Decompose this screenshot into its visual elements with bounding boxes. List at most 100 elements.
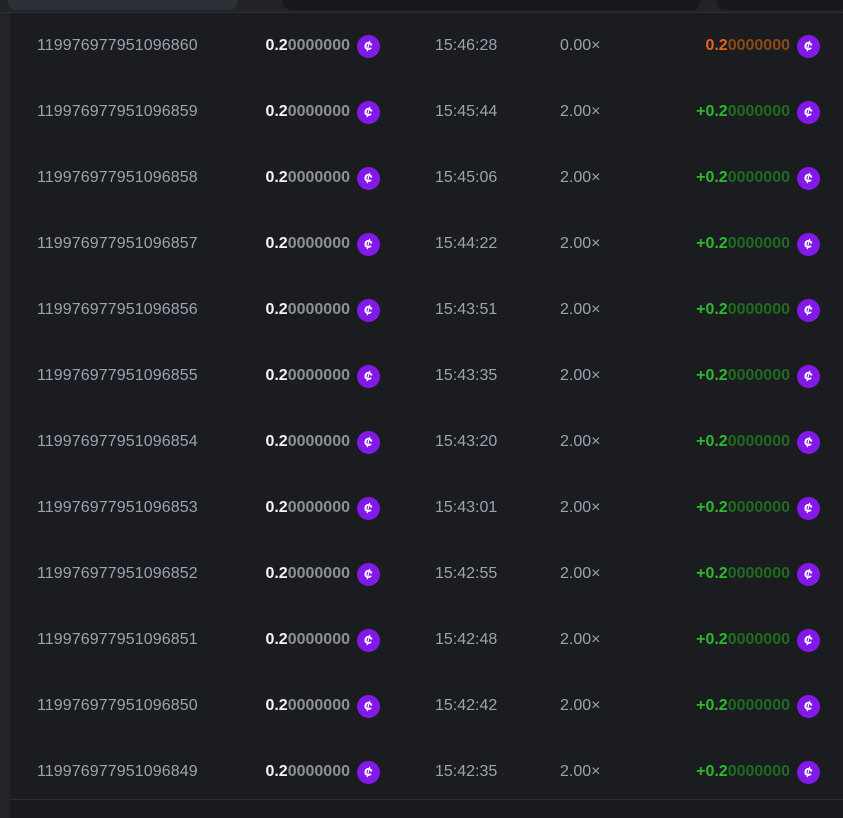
bet-amount: 0.2 0000000 ¢ <box>222 232 380 256</box>
toolbar-button[interactable] <box>8 0 237 10</box>
bet-payout-zeros: 0000000 <box>727 499 790 516</box>
bet-payout-zeros: 0000000 <box>727 697 790 714</box>
stake-cash-coin-icon: ¢ <box>357 364 380 388</box>
bet-multiplier: 2.00× <box>560 763 601 780</box>
bet-time: 15:42:42 <box>435 697 498 714</box>
bets-table-body: 119976977951096860 0.2 0000000 ¢ 15:46:28… <box>10 13 843 805</box>
bet-amount-main: 0.2 <box>265 367 288 384</box>
bet-payout-main: +0.2 <box>696 367 728 384</box>
bet-payout-zeros: 0000000 <box>727 235 790 252</box>
bet-time: 15:44:22 <box>435 235 498 252</box>
table-row[interactable]: 119976977951096857 0.2 0000000 ¢ 15:44:22… <box>10 211 843 277</box>
table-row[interactable]: 119976977951096849 0.2 0000000 ¢ 15:42:35… <box>10 739 843 805</box>
bet-multiplier: 2.00× <box>560 433 601 450</box>
bet-id: 119976977951096854 <box>37 433 198 450</box>
bet-payout-main: +0.2 <box>696 103 728 120</box>
bet-amount-zeros: 0000000 <box>287 169 350 186</box>
stake-cash-coin-icon: ¢ <box>357 496 380 520</box>
bet-amount-main: 0.2 <box>265 565 288 582</box>
bet-payout: +0.2 0000000 ¢ <box>640 760 820 784</box>
table-row[interactable]: 119976977951096860 0.2 0000000 ¢ 15:46:28… <box>10 13 843 79</box>
stake-cash-coin-icon: ¢ <box>797 694 820 718</box>
bet-amount-main: 0.2 <box>265 763 288 780</box>
bet-payout-zeros: 0000000 <box>727 169 790 186</box>
bet-multiplier: 2.00× <box>560 697 601 714</box>
bet-payout: +0.2 0000000 ¢ <box>640 694 820 718</box>
bet-multiplier: 2.00× <box>560 631 601 648</box>
table-row[interactable]: 119976977951096856 0.2 0000000 ¢ 15:43:51… <box>10 277 843 343</box>
toolbar-field-right[interactable] <box>717 0 843 10</box>
bet-id: 119976977951096852 <box>37 565 198 582</box>
bet-payout: +0.2 0000000 ¢ <box>640 562 820 586</box>
bet-amount: 0.2 0000000 ¢ <box>222 562 380 586</box>
bet-multiplier: 2.00× <box>560 169 601 186</box>
table-row[interactable]: 119976977951096851 0.2 0000000 ¢ 15:42:48… <box>10 607 843 673</box>
bet-time: 15:45:06 <box>435 169 498 186</box>
bet-amount-zeros: 0000000 <box>287 235 350 252</box>
bets-table: 119976977951096860 0.2 0000000 ¢ 15:46:28… <box>10 6 843 818</box>
stake-cash-coin-icon: ¢ <box>797 298 820 322</box>
bet-time: 15:43:51 <box>435 301 498 318</box>
bet-payout-zeros: 0000000 <box>727 433 790 450</box>
bet-amount-main: 0.2 <box>265 499 288 516</box>
bet-amount-main: 0.2 <box>265 103 288 120</box>
bet-multiplier: 2.00× <box>560 301 601 318</box>
bet-amount: 0.2 0000000 ¢ <box>222 100 380 124</box>
bet-payout-main: +0.2 <box>696 433 728 450</box>
bet-id: 119976977951096860 <box>37 37 198 54</box>
stake-cash-coin-icon: ¢ <box>797 166 820 190</box>
bet-time: 15:46:28 <box>435 37 498 54</box>
bet-id: 119976977951096849 <box>37 763 198 780</box>
table-row[interactable]: 119976977951096859 0.2 0000000 ¢ 15:45:44… <box>10 79 843 145</box>
bet-id: 119976977951096850 <box>37 697 198 714</box>
bet-amount-main: 0.2 <box>265 631 288 648</box>
table-row[interactable]: 119976977951096858 0.2 0000000 ¢ 15:45:06… <box>10 145 843 211</box>
bet-amount: 0.2 0000000 ¢ <box>222 430 380 454</box>
stake-cash-coin-icon: ¢ <box>357 562 380 586</box>
bet-amount-zeros: 0000000 <box>287 367 350 384</box>
bet-payout-main: +0.2 <box>696 499 728 516</box>
bet-payout-zeros: 0000000 <box>727 631 790 648</box>
table-row[interactable]: 119976977951096850 0.2 0000000 ¢ 15:42:42… <box>10 673 843 739</box>
bet-time: 15:42:48 <box>435 631 498 648</box>
bet-multiplier: 2.00× <box>560 499 601 516</box>
bet-amount-zeros: 0000000 <box>287 103 350 120</box>
stake-cash-coin-icon: ¢ <box>797 232 820 256</box>
bet-time: 15:45:44 <box>435 103 498 120</box>
bet-amount: 0.2 0000000 ¢ <box>222 694 380 718</box>
bet-id: 119976977951096853 <box>37 499 198 516</box>
bet-id: 119976977951096857 <box>37 235 198 252</box>
bet-id: 119976977951096859 <box>37 103 198 120</box>
stake-cash-coin-icon: ¢ <box>797 628 820 652</box>
bet-amount-main: 0.2 <box>265 433 288 450</box>
stake-cash-coin-icon: ¢ <box>797 364 820 388</box>
bet-amount-zeros: 0000000 <box>287 37 350 54</box>
table-row[interactable]: 119976977951096852 0.2 0000000 ¢ 15:42:55… <box>10 541 843 607</box>
stake-cash-coin-icon: ¢ <box>797 100 820 124</box>
bet-time: 15:43:01 <box>435 499 498 516</box>
bet-multiplier: 2.00× <box>560 235 601 252</box>
bet-amount-zeros: 0000000 <box>287 697 350 714</box>
bet-time: 15:43:20 <box>435 433 498 450</box>
stake-cash-coin-icon: ¢ <box>797 760 820 784</box>
table-row[interactable]: 119976977951096854 0.2 0000000 ¢ 15:43:20… <box>10 409 843 475</box>
bet-payout: +0.2 0000000 ¢ <box>640 628 820 652</box>
bet-amount-main: 0.2 <box>265 301 288 318</box>
table-footer <box>10 799 843 818</box>
bet-time: 15:42:35 <box>435 763 498 780</box>
bet-time: 15:43:35 <box>435 367 498 384</box>
bet-amount-main: 0.2 <box>265 169 288 186</box>
stake-cash-coin-icon: ¢ <box>357 628 380 652</box>
bet-time: 15:42:55 <box>435 565 498 582</box>
bet-amount-zeros: 0000000 <box>287 433 350 450</box>
bet-payout: +0.2 0000000 ¢ <box>640 364 820 388</box>
stake-cash-coin-icon: ¢ <box>357 100 380 124</box>
stake-cash-coin-icon: ¢ <box>357 232 380 256</box>
bet-payout-main: +0.2 <box>696 697 728 714</box>
bet-payout-zeros: 0000000 <box>727 367 790 384</box>
table-row[interactable]: 119976977951096853 0.2 0000000 ¢ 15:43:01… <box>10 475 843 541</box>
bet-payout: 0.2 0000000 ¢ <box>640 34 820 58</box>
toolbar-field[interactable] <box>283 0 700 10</box>
bet-multiplier: 2.00× <box>560 103 601 120</box>
table-row[interactable]: 119976977951096855 0.2 0000000 ¢ 15:43:35… <box>10 343 843 409</box>
